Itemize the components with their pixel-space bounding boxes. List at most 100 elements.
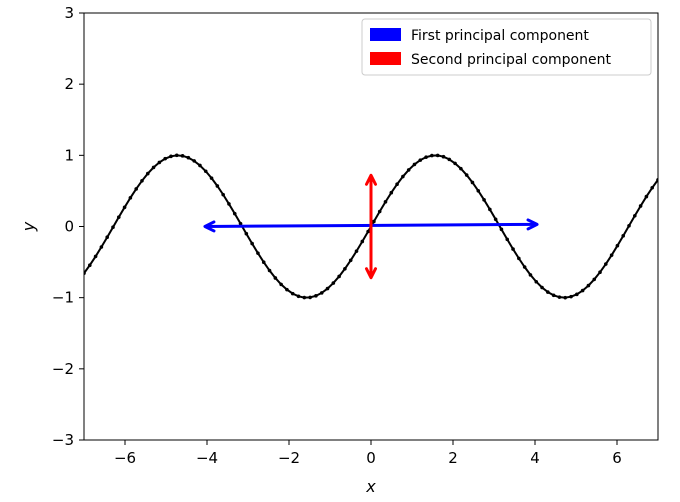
data-point bbox=[592, 277, 597, 282]
data-point bbox=[308, 295, 312, 300]
data-point bbox=[331, 281, 336, 285]
data-point bbox=[296, 294, 301, 299]
data-point bbox=[517, 256, 521, 261]
legend-swatch bbox=[370, 28, 401, 41]
axis-ticks: −6 −4 −2 0 2 4 6 −3 −2 −1 0 1 2 3 bbox=[52, 4, 622, 467]
data-point bbox=[615, 243, 620, 248]
data-point bbox=[122, 205, 127, 210]
data-point bbox=[499, 227, 504, 232]
data-point bbox=[314, 294, 318, 298]
y-tick-label: −2 bbox=[52, 360, 74, 378]
data-point bbox=[244, 231, 249, 236]
data-point bbox=[227, 202, 231, 206]
y-tick-label: 0 bbox=[64, 218, 74, 236]
data-point bbox=[337, 274, 341, 279]
data-point bbox=[644, 194, 649, 199]
data-point bbox=[598, 270, 602, 275]
data-point bbox=[638, 204, 643, 208]
data-point bbox=[186, 155, 191, 160]
data-point bbox=[557, 295, 562, 299]
data-point bbox=[348, 258, 353, 263]
legend-box bbox=[361, 18, 652, 76]
y-tick-label: 1 bbox=[64, 146, 74, 164]
data-point bbox=[232, 211, 237, 216]
data-point bbox=[256, 251, 260, 255]
data-point bbox=[633, 213, 637, 218]
data-point bbox=[93, 254, 98, 259]
data-point bbox=[377, 209, 382, 214]
y-tick-label: −1 bbox=[52, 289, 74, 307]
data-point bbox=[511, 247, 515, 251]
data-point bbox=[412, 162, 417, 167]
data-point bbox=[389, 190, 394, 195]
data-point bbox=[209, 176, 214, 180]
data-point bbox=[528, 273, 533, 277]
x-tick-label: −4 bbox=[196, 449, 218, 467]
data-point bbox=[279, 282, 283, 287]
y-tick-label: −3 bbox=[52, 431, 74, 449]
x-tick-label: 4 bbox=[530, 449, 540, 467]
data-point bbox=[650, 185, 654, 190]
data-point bbox=[464, 173, 469, 177]
data-point bbox=[551, 293, 556, 298]
data-point bbox=[540, 285, 544, 290]
data-point bbox=[493, 217, 498, 222]
data-point bbox=[383, 200, 388, 204]
data-point bbox=[169, 154, 173, 159]
data-point bbox=[534, 279, 539, 284]
data-point bbox=[453, 161, 457, 166]
data-point bbox=[627, 224, 631, 228]
data-point bbox=[488, 207, 492, 212]
data-point bbox=[285, 287, 289, 292]
data-point bbox=[604, 262, 608, 266]
data-point bbox=[319, 291, 324, 295]
data-point bbox=[99, 245, 104, 249]
data-point bbox=[111, 225, 115, 229]
data-point bbox=[569, 294, 573, 299]
data-point bbox=[580, 288, 585, 293]
data-point bbox=[401, 174, 405, 179]
legend-swatch bbox=[370, 52, 401, 65]
data-point bbox=[215, 184, 220, 188]
data-point bbox=[563, 295, 568, 300]
second-pc-arrow bbox=[365, 173, 377, 280]
data-point bbox=[395, 182, 399, 187]
data-point bbox=[128, 196, 133, 200]
data-point bbox=[360, 239, 365, 244]
x-tick-label: −2 bbox=[278, 449, 300, 467]
x-tick-label: 6 bbox=[612, 449, 622, 467]
data-point bbox=[476, 189, 481, 193]
data-point bbox=[221, 192, 225, 197]
y-tick-label: 2 bbox=[64, 75, 74, 93]
principal-component-arrows bbox=[203, 173, 539, 280]
legend: First principal component Second principa… bbox=[361, 18, 652, 76]
data-point bbox=[302, 295, 307, 300]
data-point bbox=[261, 260, 266, 265]
data-point bbox=[441, 154, 446, 159]
data-point bbox=[198, 163, 202, 168]
data-point bbox=[505, 237, 510, 242]
data-point bbox=[151, 165, 156, 170]
data-point bbox=[116, 215, 121, 219]
data-point bbox=[192, 159, 196, 163]
data-point bbox=[325, 286, 330, 291]
data-point bbox=[238, 221, 243, 226]
data-point bbox=[366, 229, 370, 234]
data-point bbox=[586, 283, 591, 288]
data-point bbox=[250, 241, 254, 246]
data-point bbox=[354, 249, 359, 253]
data-point bbox=[435, 153, 440, 158]
data-point bbox=[145, 171, 150, 176]
data-point bbox=[424, 155, 428, 159]
legend-label: Second principal component bbox=[411, 52, 611, 68]
data-point bbox=[482, 198, 486, 202]
data-point bbox=[575, 292, 579, 297]
data-point bbox=[140, 179, 144, 183]
x-tick-label: 0 bbox=[366, 449, 376, 467]
data-point bbox=[157, 160, 162, 165]
data-point bbox=[459, 166, 463, 171]
data-point bbox=[418, 158, 423, 162]
x-tick-label: 2 bbox=[448, 449, 458, 467]
data-point bbox=[372, 219, 376, 224]
